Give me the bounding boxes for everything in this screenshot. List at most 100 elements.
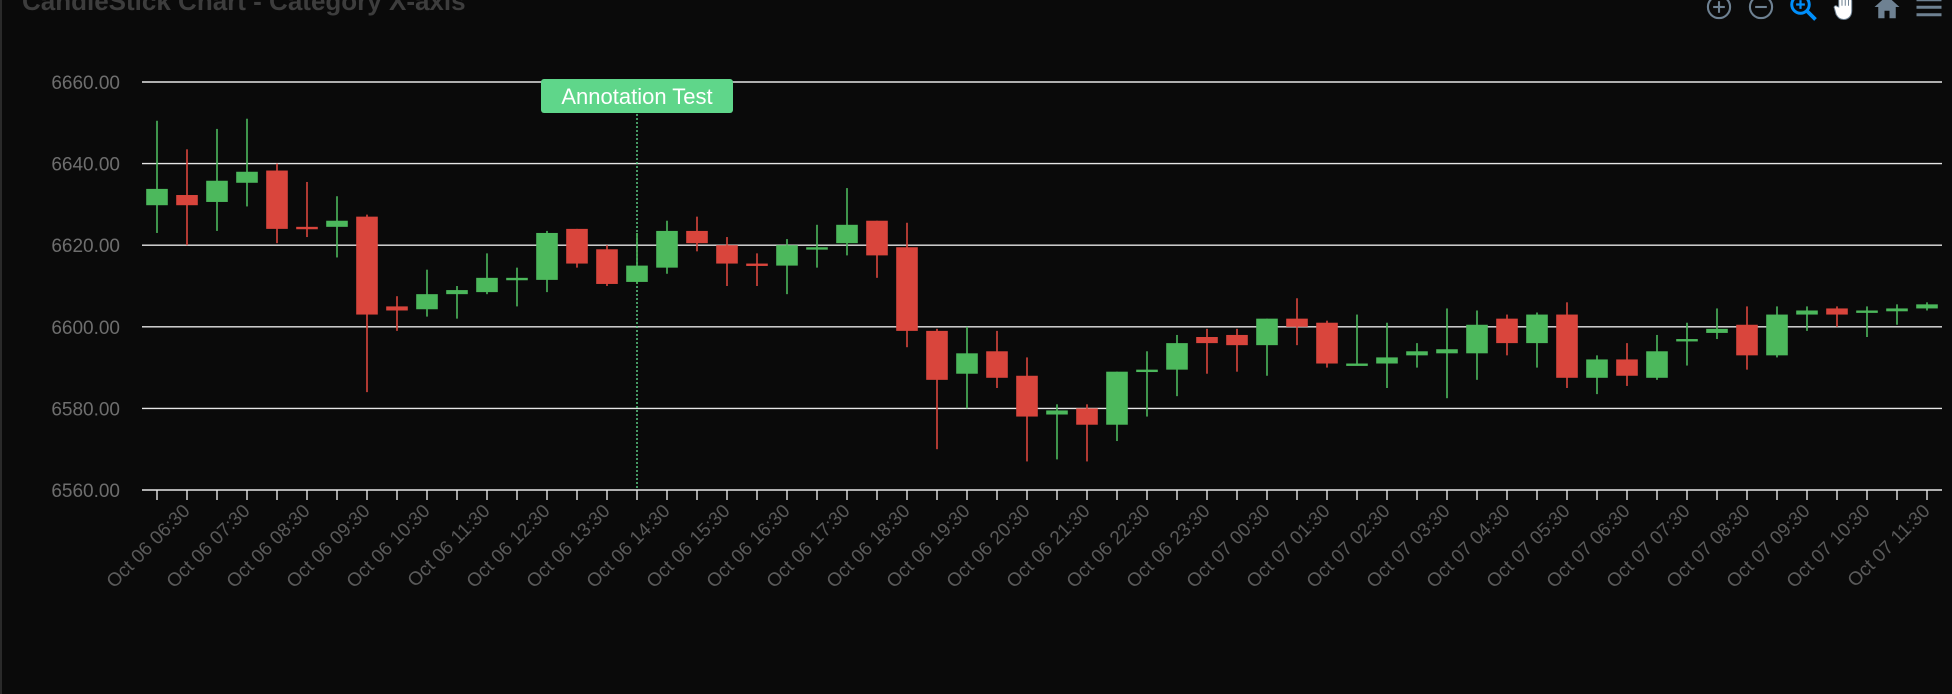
candle[interactable] [506,267,528,307]
candle[interactable] [596,245,618,286]
candle-body [746,263,768,266]
candle[interactable] [1076,404,1098,462]
candle[interactable] [1496,314,1518,356]
candle[interactable] [1436,308,1458,399]
candle[interactable] [1766,306,1788,358]
candle[interactable] [1856,306,1878,337]
candle-body [626,265,648,282]
reset-home-icon[interactable] [1872,0,1902,22]
y-tick-label: 6620.00 [51,236,120,257]
candle[interactable] [956,326,978,409]
candle-body [1556,314,1578,378]
zoom-selection-icon[interactable] [1788,0,1818,22]
candle[interactable] [1016,357,1038,462]
candle[interactable] [1586,355,1608,395]
candle[interactable] [1736,306,1758,370]
candle-body [1226,334,1248,346]
y-tick-label: 6640.00 [51,155,120,176]
candle[interactable] [296,181,318,238]
candle[interactable] [626,232,648,284]
zoom-out-icon[interactable] [1746,0,1776,22]
candle-body [986,351,1008,378]
candle-body [896,247,918,331]
candle[interactable] [1316,320,1338,368]
candle[interactable] [236,118,258,207]
candle[interactable] [1046,404,1068,460]
candle[interactable] [1886,304,1908,325]
candle[interactable] [386,296,408,331]
candle-body [326,220,348,227]
candle-body [1466,324,1488,354]
chart-title: CandleStick Chart - Category X-axis [22,0,466,16]
candle-body [1856,310,1878,313]
candle[interactable] [686,216,708,252]
menu-icon[interactable] [1914,0,1944,22]
candle[interactable] [1166,334,1188,397]
candle[interactable] [1916,302,1938,311]
candle[interactable] [446,286,468,319]
candle-body [1196,337,1218,344]
candle-body [1016,375,1038,417]
candle[interactable] [1706,308,1728,340]
y-tick-label: 6560.00 [51,481,120,502]
candle[interactable] [266,163,288,244]
candle[interactable] [1676,322,1698,366]
candle[interactable] [836,188,858,256]
candle[interactable] [206,128,228,231]
candle-body [956,353,978,374]
candle[interactable] [536,230,558,293]
candle[interactable] [1376,322,1398,388]
candle[interactable] [326,196,348,258]
candle[interactable] [656,220,678,274]
candle-body [1346,363,1368,366]
candle[interactable] [1226,328,1248,372]
candle-body [1766,314,1788,356]
candle-body [1916,304,1938,309]
candle-body [236,171,258,183]
candle[interactable] [476,253,498,295]
candle-body [1496,318,1518,344]
candle[interactable] [926,328,948,450]
candle[interactable] [1256,318,1278,376]
annotation-label-box [541,79,733,113]
candle[interactable] [1346,314,1368,366]
candle[interactable] [1106,371,1128,442]
candle[interactable] [1616,343,1638,386]
candle[interactable] [356,214,378,393]
candle[interactable] [1406,343,1428,368]
y-tick-label: 6600.00 [51,318,120,339]
candle[interactable] [776,239,798,295]
candle[interactable] [806,224,828,268]
candle-body [1046,410,1068,415]
candle[interactable] [746,253,768,286]
candle[interactable] [566,228,588,268]
candle[interactable] [866,220,888,278]
candle[interactable] [1646,334,1668,380]
y-tick-label: 6580.00 [51,399,120,420]
zoom-in-icon[interactable] [1704,0,1734,22]
candle[interactable] [1196,328,1218,374]
chart-toolbar [1704,0,1944,24]
pan-hand-icon[interactable] [1830,0,1860,22]
candle-body [476,277,498,293]
candle-body [1826,308,1848,315]
candle[interactable] [176,149,198,246]
candle[interactable] [146,120,168,233]
candle-body [146,188,168,206]
candle[interactable] [1796,306,1818,331]
candle[interactable] [416,269,438,317]
candle-body [1436,349,1458,354]
candle[interactable] [1466,310,1488,380]
candle[interactable] [1826,306,1848,327]
candle[interactable] [896,222,918,348]
candle[interactable] [986,330,1008,388]
candle-body [1406,351,1428,356]
candle[interactable] [716,237,738,286]
candle[interactable] [1286,298,1308,346]
candle[interactable] [1556,302,1578,388]
candle-body [926,330,948,380]
candle-body [1886,308,1908,312]
candle[interactable] [1136,351,1158,417]
candle[interactable] [1526,312,1548,368]
